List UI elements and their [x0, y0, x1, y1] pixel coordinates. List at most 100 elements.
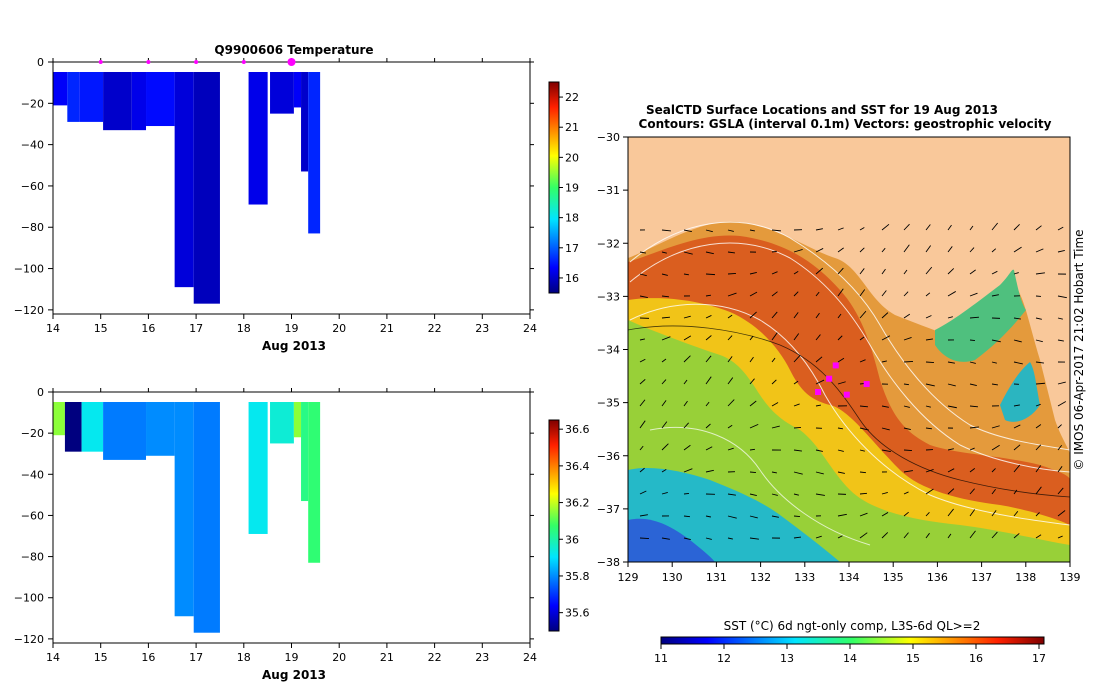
ctd-location-marker: [832, 362, 839, 369]
velocity-arrow: [969, 467, 976, 473]
x-tick-label: 18: [237, 651, 251, 664]
profile-column: [293, 402, 302, 438]
velocity-arrow: [925, 512, 930, 517]
ctd-location-marker: [843, 391, 850, 398]
map-colorbar-ticks: 11 12 13 14 15 16 17: [654, 644, 1046, 665]
velocity-arrow: [683, 335, 692, 341]
velocity-arrow: [859, 268, 865, 275]
x-tick-label: 24: [523, 651, 537, 664]
velocity-arrow: [639, 251, 646, 254]
map-x-tick-label: 130: [662, 571, 683, 584]
map-subtitle: Contours: GSLA (interval 0.1m) Vectors: …: [639, 117, 1052, 131]
x-tick-label: 20: [332, 322, 346, 335]
gsla-contour-3: [629, 303, 1070, 526]
plot1-title: Q9900606 Temperature: [214, 43, 373, 57]
y-tick-label: −20: [21, 97, 44, 110]
colorbar-tick-label: 35.6: [565, 607, 590, 620]
x-tick-label: 15: [94, 651, 108, 664]
velocity-arrow: [969, 339, 976, 342]
velocity-arrow: [793, 471, 803, 475]
velocity-arrow: [925, 292, 931, 297]
velocity-arrow: [969, 292, 978, 297]
velocity-arrow: [815, 471, 824, 475]
colorbar-tick-label: 21: [565, 121, 579, 134]
velocity-arrow: [859, 471, 867, 474]
velocity-arrow: [771, 357, 776, 363]
velocity-arrow: [683, 273, 690, 276]
velocity-arrow: [749, 291, 758, 297]
colorbar-tick-label: 36.6: [565, 423, 590, 436]
velocity-arrow: [1035, 361, 1044, 364]
velocity-arrow: [991, 488, 996, 495]
velocity-arrow: [1057, 249, 1065, 253]
velocity-arrow: [705, 251, 714, 255]
velocity-arrow: [859, 405, 869, 408]
velocity-arrow: [1035, 424, 1042, 429]
velocity-arrow: [1013, 464, 1021, 473]
map-y-tick-label: −38: [597, 556, 620, 569]
velocity-arrow: [1035, 465, 1042, 473]
velocity-arrow: [903, 511, 909, 517]
map-colorbar-tick-label: 11: [654, 652, 668, 665]
velocity-arrow: [1013, 404, 1020, 407]
velocity-arrow: [1013, 424, 1021, 429]
velocity-arrow: [749, 400, 757, 407]
map-y-tick-label: −30: [597, 131, 620, 144]
velocity-arrow: [749, 537, 759, 540]
plot1-colorbar-ticks: 22 21 20 19 18 17 16: [559, 91, 579, 285]
velocity-arrow: [683, 422, 689, 429]
y-tick-label: −40: [21, 139, 44, 152]
velocity-arrow: [991, 270, 998, 275]
velocity-arrow: [705, 273, 716, 276]
velocity-arrow: [837, 267, 844, 275]
velocity-arrow: [925, 427, 933, 430]
velocity-arrow: [837, 335, 843, 341]
velocity-arrow: [859, 427, 869, 431]
velocity-arrow: [793, 426, 802, 429]
colorbar-tick-label: 18: [565, 212, 579, 225]
velocity-arrow: [881, 268, 886, 275]
ctd-locations: [815, 362, 870, 398]
y-tick-label: −100: [14, 263, 44, 276]
plot1-axes: 14 15 16 17 18 19 20 21 22 23 24 0 −20 −40 −60 −80 −100 −…: [14, 56, 537, 335]
x-tick-label: 17: [189, 651, 203, 664]
velocity-arrow: [881, 405, 889, 408]
profile-column: [270, 402, 294, 444]
map-x-tick-label: 134: [839, 571, 860, 584]
velocity-arrow: [705, 335, 712, 341]
profile-time-marker: [194, 60, 199, 64]
velocity-arrow: [771, 229, 782, 232]
velocity-arrow: [815, 228, 823, 231]
ctd-location-marker: [863, 381, 870, 388]
velocity-arrow: [969, 447, 975, 451]
map-colorbar-tick-label: 12: [717, 652, 731, 665]
velocity-arrow: [947, 468, 955, 473]
velocity-arrow: [639, 420, 646, 429]
velocity-arrow: [947, 316, 953, 319]
velocity-arrow: [903, 491, 909, 495]
map-colorbar-label: SST (°C) 6d ngt-only comp, L3S-6d QL>=2: [724, 619, 981, 633]
velocity-arrow: [793, 355, 801, 363]
velocity-arrow: [1035, 225, 1042, 231]
velocity-arrow: [947, 268, 955, 275]
profile-time-marker: [98, 60, 103, 64]
velocity-arrow: [903, 405, 910, 408]
velocity-arrow: [705, 401, 710, 407]
gulf-st-vincent: [1000, 362, 1040, 422]
velocity-arrow: [661, 273, 668, 276]
profile-column: [146, 402, 175, 456]
velocity-arrow: [771, 515, 779, 518]
map-y-tick-label: −37: [597, 503, 620, 516]
velocity-arrow: [1057, 487, 1064, 495]
profile-time-marker: [146, 60, 151, 64]
velocity-arrow: [1057, 295, 1067, 299]
velocity-arrow: [925, 405, 931, 408]
velocity-arrow: [639, 445, 644, 451]
velocity-arrow: [815, 312, 820, 319]
velocity-arrow: [749, 311, 757, 319]
plot2-colorbar: [548, 419, 560, 632]
velocity-arrow: [815, 267, 824, 275]
velocity-arrow: [705, 355, 712, 363]
velocity-arrow: [749, 378, 755, 385]
profile-column: [308, 72, 321, 234]
